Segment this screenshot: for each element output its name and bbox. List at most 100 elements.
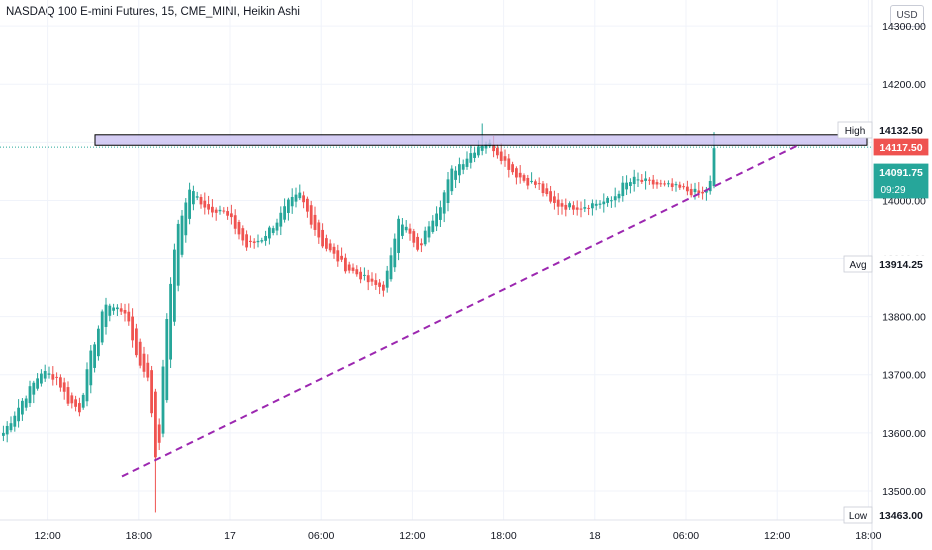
- candle-body: [408, 228, 412, 234]
- candle-body: [275, 222, 279, 231]
- candle-body: [591, 203, 594, 209]
- candle-body: [271, 228, 275, 233]
- candle-body: [131, 316, 134, 341]
- candle-body: [2, 432, 5, 436]
- candle-body: [51, 374, 55, 380]
- candle-body: [199, 196, 203, 205]
- candle-body: [659, 183, 663, 185]
- candle-body: [572, 205, 575, 210]
- candle-body: [515, 168, 518, 178]
- candle-body: [648, 179, 651, 181]
- candle-body: [100, 311, 104, 343]
- price-tag-value: 14091.75: [879, 167, 923, 179]
- candle-body: [530, 180, 533, 182]
- candle-body: [165, 318, 169, 401]
- candle-body: [313, 214, 317, 230]
- candle-body: [401, 224, 404, 236]
- candle-body: [260, 240, 264, 242]
- x-tick-label: 18:00: [126, 530, 152, 542]
- candle-body: [241, 228, 245, 241]
- candle-body: [549, 191, 552, 202]
- candle-body: [480, 145, 484, 151]
- candle-body: [397, 218, 400, 253]
- candle-body: [655, 182, 659, 185]
- candle-body: [473, 152, 476, 158]
- candle-body: [306, 198, 309, 212]
- x-tick-label: 18: [589, 530, 601, 542]
- price-tag-value: 13463.00: [879, 510, 923, 522]
- candle-body: [393, 238, 397, 268]
- candle-body: [78, 403, 81, 413]
- candle-body: [636, 179, 640, 181]
- price-tag-box: [873, 255, 929, 273]
- candle-body: [81, 394, 85, 408]
- candle-body: [127, 311, 131, 322]
- candle-body: [598, 203, 602, 205]
- candle-body: [355, 269, 359, 275]
- candle-body: [222, 210, 226, 212]
- currency-button[interactable]: USD: [890, 5, 924, 27]
- price-tag-box: [873, 506, 929, 524]
- candle-body: [667, 183, 670, 185]
- x-tick-label: 18:00: [855, 530, 881, 542]
- candle-body: [59, 377, 62, 388]
- candle-body: [36, 378, 39, 389]
- candle-body: [233, 215, 237, 229]
- candle-body: [632, 176, 636, 185]
- price-tag-label: Avg: [849, 260, 866, 271]
- candle-body: [435, 213, 438, 227]
- candle-body: [28, 386, 32, 404]
- candle-body: [321, 229, 324, 247]
- candle-body: [458, 164, 461, 176]
- candle-body: [332, 246, 336, 254]
- candle-body: [214, 209, 218, 213]
- candle-body: [226, 211, 229, 216]
- candle-body: [503, 156, 507, 161]
- candle-body: [302, 195, 305, 203]
- candle-body: [507, 158, 511, 170]
- candle-body: [245, 234, 248, 248]
- y-tick-label: 13700.00: [882, 370, 926, 382]
- candle-body: [203, 200, 207, 208]
- candle-body: [161, 366, 165, 434]
- candle-body: [442, 192, 446, 214]
- candle-body: [279, 212, 283, 227]
- candle-body: [640, 179, 644, 182]
- candle-body: [176, 223, 180, 286]
- candle-body: [446, 179, 450, 203]
- candle-body: [670, 183, 674, 188]
- candle-body: [374, 280, 378, 285]
- price-tag-value: 14117.50: [879, 142, 922, 154]
- candle-body: [568, 203, 571, 208]
- price-tag-box: [873, 138, 929, 156]
- candle-body: [74, 399, 77, 407]
- candle-body: [237, 221, 241, 235]
- price-tag-box: [873, 121, 929, 139]
- candle-body: [184, 202, 188, 236]
- candle-body: [70, 395, 74, 404]
- chart-title: NASDAQ 100 E-mini Futures, 15, CME_MINI,…: [6, 6, 300, 18]
- candle-body: [534, 181, 537, 185]
- candle-body: [104, 304, 108, 327]
- candle-body: [146, 362, 150, 378]
- candle-body: [579, 208, 583, 210]
- candle-body: [663, 183, 666, 185]
- candle-body: [32, 382, 36, 395]
- candle-body: [188, 189, 191, 219]
- price-labels: High 14132.50 14117.50 14091.75 09:29 Avg 1391…: [837, 121, 929, 524]
- candle-body: [363, 274, 366, 276]
- candle-body: [336, 250, 340, 262]
- candle-body: [382, 284, 385, 291]
- candle-body: [454, 170, 457, 180]
- price-tag-label-box: [843, 255, 873, 273]
- candle-body: [420, 243, 423, 246]
- x-tick-label: 17: [224, 530, 236, 542]
- candle-body: [43, 371, 47, 379]
- chart-grid: [0, 0, 872, 520]
- y-tick-label: 13800.00: [882, 312, 926, 324]
- candle-body: [154, 391, 157, 458]
- candle-body: [66, 387, 70, 404]
- candle-body: [108, 305, 112, 316]
